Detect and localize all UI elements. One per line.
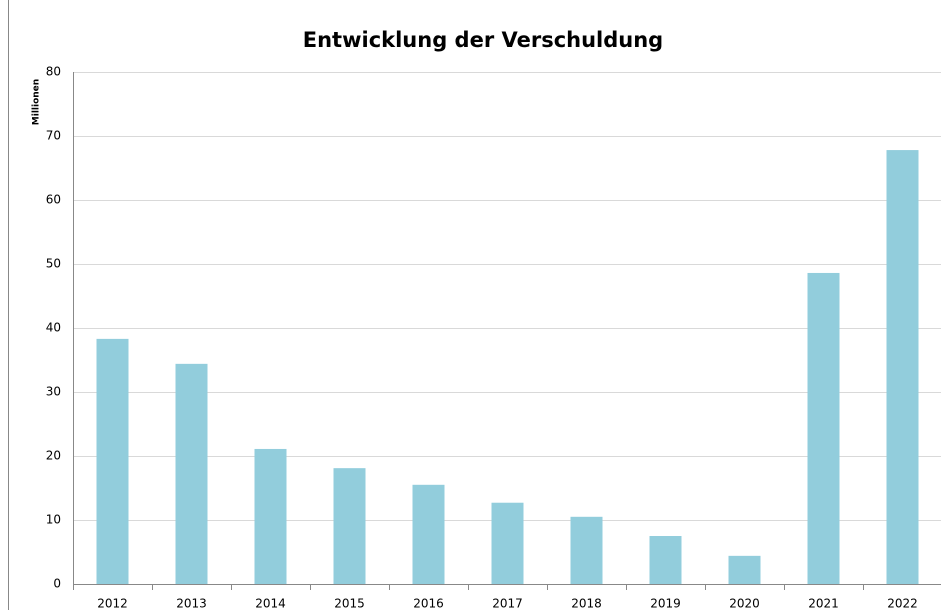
x-tick-label: 2015 — [334, 597, 365, 610]
x-tick-label: 2020 — [729, 597, 760, 610]
chart-title: Entwicklung der Verschuldung — [303, 28, 663, 52]
y-tick-label: 20 — [46, 449, 61, 463]
x-tick-label: 2017 — [492, 597, 523, 610]
bar — [807, 272, 840, 584]
y-tick-label: 40 — [46, 321, 61, 335]
x-tick-label: 2012 — [97, 597, 128, 610]
y-tick-label: 0 — [53, 577, 61, 591]
x-tick-label: 2021 — [808, 597, 839, 610]
y-axis-label: Millionen — [32, 79, 42, 125]
y-tick-label: 80 — [46, 65, 61, 79]
x-tick-label: 2016 — [413, 597, 444, 610]
bar — [412, 484, 445, 584]
bar — [649, 536, 682, 584]
y-tick-label: 50 — [46, 257, 61, 271]
bar — [886, 150, 919, 584]
bar — [491, 502, 524, 584]
x-tick-label: 2013 — [176, 597, 207, 610]
bar — [175, 363, 208, 584]
bar — [254, 448, 287, 584]
x-tick-label: 2019 — [650, 597, 681, 610]
y-tick-label: 30 — [46, 385, 61, 399]
y-tick-label: 70 — [46, 129, 61, 143]
x-tick-label: 2022 — [887, 597, 918, 610]
bar — [570, 516, 603, 584]
bar — [728, 555, 761, 584]
bar — [96, 338, 129, 584]
bar — [333, 468, 366, 584]
x-tick-label: 2014 — [255, 597, 286, 610]
y-tick-label: 60 — [46, 193, 61, 207]
x-tick-label: 2018 — [571, 597, 602, 610]
y-tick-label: 10 — [46, 513, 61, 527]
